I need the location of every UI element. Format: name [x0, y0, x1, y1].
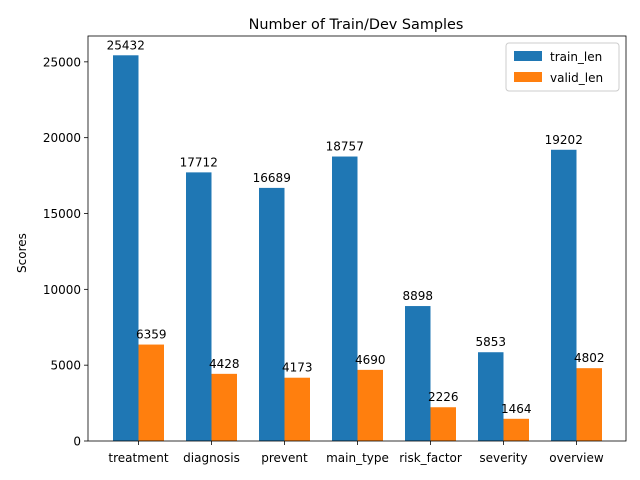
x-tick-label-risk_factor: risk_factor	[399, 451, 462, 465]
bar-label-train_len-overview: 19202	[545, 133, 583, 147]
bar-label-valid_len-overview: 4802	[574, 351, 605, 365]
bar-train_len-severity	[478, 352, 504, 441]
y-tick-label-10000: 10000	[43, 283, 81, 297]
bar-valid_len-treatment	[138, 344, 164, 441]
y-tick-label-20000: 20000	[43, 131, 81, 145]
x-tick-label-severity: severity	[479, 451, 527, 465]
bar-valid_len-risk_factor	[430, 407, 456, 441]
bar-label-train_len-diagnosis: 17712	[180, 155, 218, 169]
legend-swatch-train_len	[514, 51, 542, 61]
y-tick-label-25000: 25000	[43, 55, 81, 69]
x-tick-label-main_type: main_type	[326, 451, 389, 465]
bar-train_len-prevent	[259, 187, 285, 441]
y-tick-label-15000: 15000	[43, 207, 81, 221]
bars-group	[113, 55, 602, 442]
bar-label-train_len-prevent: 16689	[253, 171, 291, 185]
plot-frame	[87, 35, 627, 442]
bar-label-train_len-treatment: 25432	[107, 38, 145, 52]
bar-label-train_len-risk_factor: 8898	[402, 289, 433, 303]
bar-train_len-overview	[551, 149, 577, 441]
bar-valid_len-overview	[576, 368, 602, 441]
y-axis: 0 5000 10000 15000 20000 25000	[43, 55, 88, 449]
y-tick-label-0: 0	[73, 435, 81, 449]
bar-value-labels: 25432 6359 17712 4428 16689 4173 18757 4690 8898…	[107, 38, 605, 416]
bar-label-train_len-main_type: 18757	[326, 140, 364, 154]
bar-valid_len-main_type	[357, 369, 383, 441]
bar-label-valid_len-risk_factor: 2226	[428, 390, 459, 404]
bar-label-valid_len-main_type: 4690	[355, 353, 386, 367]
bar-train_len-diagnosis	[186, 172, 212, 442]
legend-swatch-valid_len	[514, 72, 542, 82]
x-tick-label-prevent: prevent	[261, 451, 308, 465]
bar-label-valid_len-severity: 1464	[501, 402, 532, 416]
bar-label-valid_len-prevent: 4173	[282, 361, 313, 375]
bar-label-valid_len-diagnosis: 4428	[209, 357, 240, 371]
bar-train_len-main_type	[332, 156, 358, 442]
bar-valid_len-prevent	[284, 377, 310, 441]
x-axis: treatment diagnosis prevent main_type risk_f…	[108, 441, 604, 465]
y-tick-label-5000: 5000	[50, 359, 81, 373]
legend-label-train_len: train_len	[550, 50, 602, 64]
y-axis-label: Scores	[15, 233, 29, 273]
chart-title: Number of Train/Dev Samples	[249, 17, 464, 33]
bar-train_len-treatment	[113, 55, 139, 441]
bar-train_len-risk_factor	[405, 306, 431, 441]
bar-label-valid_len-treatment: 6359	[136, 328, 167, 342]
legend-label-valid_len: valid_len	[550, 71, 603, 85]
legend: train_len valid_len	[505, 42, 620, 92]
bar-label-train_len-severity: 5853	[475, 335, 506, 349]
bar-valid_len-diagnosis	[211, 373, 237, 441]
x-tick-label-overview: overview	[549, 451, 604, 465]
x-tick-label-treatment: treatment	[108, 451, 168, 465]
x-tick-label-diagnosis: diagnosis	[183, 451, 240, 465]
bar-valid_len-severity	[503, 418, 529, 441]
